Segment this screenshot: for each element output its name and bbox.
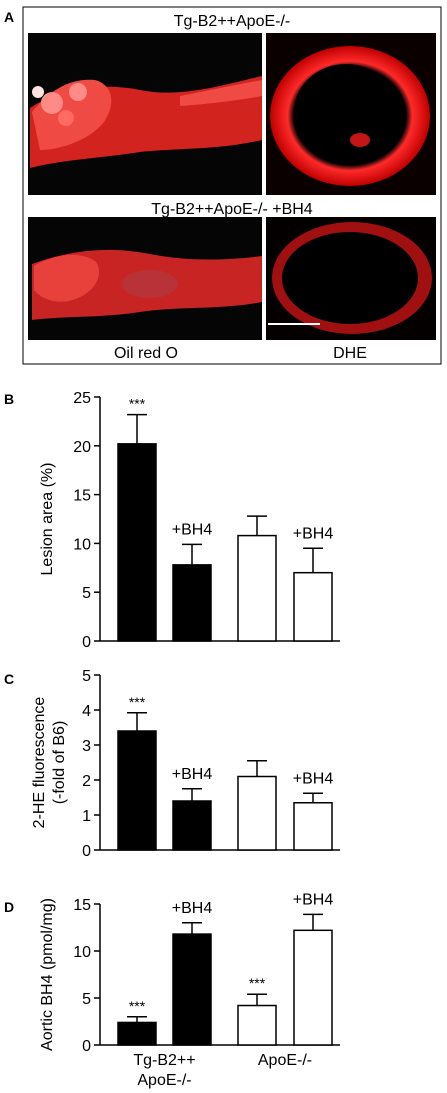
y-axis-label: Lesion area (%) xyxy=(39,463,56,576)
treatment-label: +BH4 xyxy=(172,900,213,917)
y-tick-label: 10 xyxy=(73,536,91,553)
x-group-label: Tg-B2++ xyxy=(133,1052,195,1069)
y-tick-label: 5 xyxy=(82,585,91,602)
bar xyxy=(237,1004,277,1046)
y-axis-label: Aortic BH4 (pmol/mg) xyxy=(39,898,56,1051)
panel-a-middle-label: Tg-B2++ApoE-/- +BH4 xyxy=(151,201,313,218)
y-tick-label: 5 xyxy=(82,668,91,685)
treatment-label: +BH4 xyxy=(172,521,213,538)
panel-a-label-dhe: DHE xyxy=(333,345,367,362)
micrograph-dhe-top xyxy=(266,33,436,195)
bar xyxy=(172,933,212,1046)
chart-b: B 0 5 10 15 20 25 Lesion area (%) *** +BH4 +BH4 xyxy=(4,390,340,651)
significance-label: *** xyxy=(129,998,146,1014)
y-tick-label: 2 xyxy=(82,773,91,790)
y-tick-label: 3 xyxy=(82,738,91,755)
bar xyxy=(117,443,157,642)
chart-d: D 0 5 10 15 Aortic BH4 (pmol/mg) *** +BH4 *** +BH… xyxy=(4,891,340,1089)
x-group-label: ApoE-/- xyxy=(258,1052,312,1069)
y-tick-label: 0 xyxy=(82,1038,91,1055)
bar xyxy=(293,929,333,1046)
bar xyxy=(117,1021,157,1046)
panel-a-label-oil-red-o: Oil red O xyxy=(114,345,178,362)
treatment-label: +BH4 xyxy=(172,766,213,783)
panel-letter: B xyxy=(4,391,14,407)
significance-label: *** xyxy=(129,396,146,412)
y-tick-label: 15 xyxy=(73,897,91,914)
treatment-label: +BH4 xyxy=(293,525,334,542)
y-tick-label: 10 xyxy=(73,944,91,961)
bar xyxy=(117,730,157,851)
bar xyxy=(293,571,333,642)
y-tick-label: 20 xyxy=(73,439,91,456)
y-tick-label: 4 xyxy=(82,703,91,720)
bar xyxy=(293,802,333,851)
significance-label: *** xyxy=(129,694,146,710)
y-tick-label: 5 xyxy=(82,991,91,1008)
micrograph-dhe-bh4 xyxy=(266,217,436,340)
panel-letter: C xyxy=(4,671,14,687)
y-tick-label: 0 xyxy=(82,634,91,651)
micrograph-oil-red-bh4 xyxy=(28,217,262,340)
panel-a-letter: A xyxy=(4,9,14,25)
panel-a-top-label: Tg-B2++ApoE-/- xyxy=(174,13,291,30)
y-tick-label: 25 xyxy=(73,390,91,407)
y-tick-label: 0 xyxy=(82,843,91,860)
bar xyxy=(237,775,277,851)
panel-a-border xyxy=(22,6,442,365)
chart-c: C 0 1 2 3 4 5 2-HE fluorescence (-fold of B6) ***… xyxy=(4,668,340,860)
panel-a: A Tg-B2++ApoE-/- Tg-B2++ApoE-/- +BH4 xyxy=(4,6,442,365)
treatment-label: +BH4 xyxy=(293,770,334,787)
y-axis-label: (-fold of B6) xyxy=(51,721,68,805)
micrograph-oil-red-top xyxy=(28,33,262,195)
y-axis-label: 2-HE fluorescence xyxy=(31,697,48,829)
panel-letter: D xyxy=(4,899,14,915)
treatment-label: +BH4 xyxy=(293,891,334,908)
significance-label: *** xyxy=(249,975,266,991)
x-group-label: ApoE-/- xyxy=(137,1072,191,1089)
bar xyxy=(172,800,212,851)
y-tick-label: 1 xyxy=(82,808,91,825)
y-tick-label: 15 xyxy=(73,488,91,505)
bar xyxy=(172,564,212,642)
bar xyxy=(237,534,277,642)
